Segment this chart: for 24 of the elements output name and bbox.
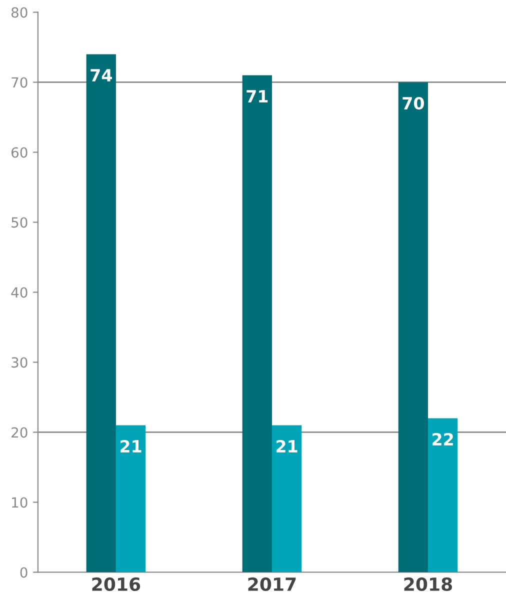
bar — [428, 418, 458, 572]
data-label: 21 — [276, 440, 298, 452]
bar — [116, 425, 146, 572]
y-tick-label: 10 — [12, 497, 28, 508]
bar — [272, 425, 302, 572]
y-tick-label: 20 — [12, 427, 28, 438]
x-tick-label: 2017 — [248, 577, 296, 592]
y-tick-label: 60 — [12, 147, 28, 158]
data-label: 71 — [246, 90, 268, 102]
bar — [86, 54, 116, 572]
y-tick-label: 40 — [11, 287, 28, 298]
y-tick-label: 50 — [12, 217, 28, 228]
x-tick-label: 2018 — [404, 577, 452, 592]
data-label: 21 — [120, 440, 142, 452]
y-tick-label: 30 — [12, 357, 28, 368]
y-tick-label: 0 — [20, 567, 28, 578]
bar — [242, 75, 272, 572]
data-label: 70 — [402, 96, 424, 110]
y-tick-label: 80 — [11, 7, 28, 18]
x-tick-label: 2016 — [92, 577, 140, 592]
bar — [398, 82, 428, 572]
data-label: 74 — [90, 69, 112, 82]
data-label: 22 — [432, 432, 453, 446]
y-tick-label: 70 — [12, 77, 28, 88]
